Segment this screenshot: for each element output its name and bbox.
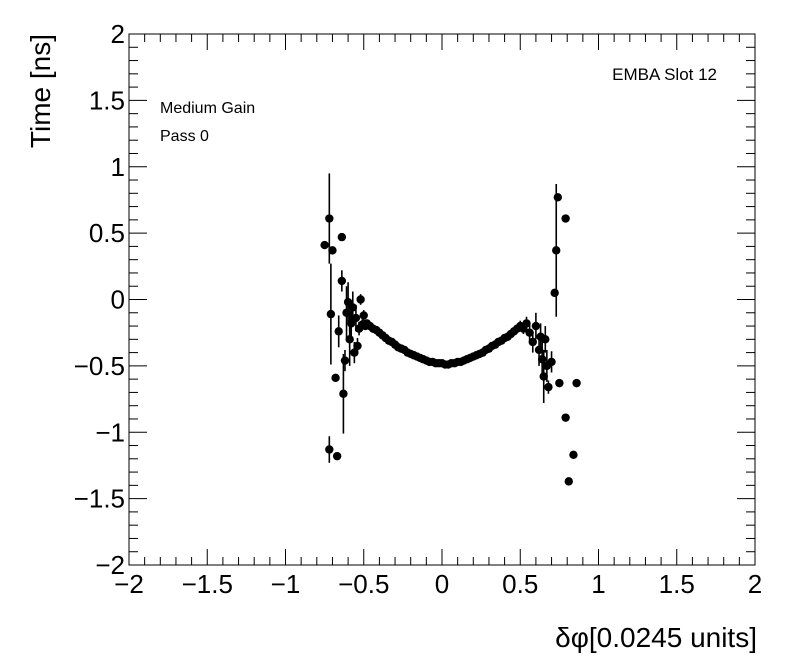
data-point: [339, 389, 348, 398]
x-tick-label: −1: [271, 569, 301, 599]
data-point: [331, 373, 340, 383]
x-axis-title: δφ[0.0245 units]: [555, 622, 757, 653]
data-point: [561, 413, 570, 422]
data-point: [337, 232, 347, 242]
data-point: [337, 276, 347, 286]
data-point: [356, 295, 365, 304]
y-tick-label: 2: [111, 19, 125, 49]
data-point: [328, 246, 337, 255]
y-tick-labels: −2 −1.5 −1 −0.5 0 0.5 1 1.5 2: [74, 19, 125, 580]
data-point: [561, 214, 570, 223]
y-tick-label: 0.5: [89, 218, 125, 248]
data-point: [359, 311, 368, 320]
data-point: [340, 356, 350, 365]
data-point: [345, 335, 354, 344]
data-point: [547, 357, 556, 367]
data-point: [534, 345, 544, 355]
annotation-gain-label: Medium Gain: [160, 100, 255, 117]
data-point: [334, 327, 343, 336]
data-point: [537, 355, 547, 364]
y-tick-label: −2: [95, 550, 125, 580]
data-point: [525, 328, 534, 337]
y-tick-label: 1: [111, 152, 125, 182]
data-point: [342, 308, 351, 317]
x-tick-label: −2: [114, 569, 144, 599]
data-point: [348, 303, 357, 312]
data-point: [325, 214, 334, 223]
x-tick-label: −1.5: [182, 569, 233, 599]
x-tick-label: 1.5: [659, 569, 695, 599]
data-point: [351, 313, 361, 323]
data-point: [544, 382, 553, 392]
x-tick-label: 0: [435, 569, 449, 599]
data-point: [550, 288, 559, 298]
data-point: [553, 193, 563, 202]
data-point: [555, 378, 564, 388]
data-point: [572, 378, 581, 388]
data-point: [353, 341, 362, 351]
data-point: [541, 335, 550, 344]
data-point: [564, 477, 573, 486]
data-point: [325, 445, 334, 454]
y-tick-label: −1: [95, 417, 125, 447]
data-point: [522, 319, 531, 328]
y-tick-label: 1.5: [89, 85, 125, 115]
annotation-pass-label: Pass 0: [160, 128, 209, 145]
x-tick-label: 2: [748, 569, 762, 599]
data-point: [332, 451, 342, 461]
data-point: [326, 309, 336, 319]
data-point: [531, 321, 541, 331]
data-point: [569, 450, 578, 460]
y-tick-label: 0: [111, 285, 125, 315]
data-markers: [320, 193, 581, 486]
data-point: [350, 348, 359, 357]
y-tick-label: −1.5: [74, 484, 125, 514]
data-point: [552, 246, 561, 255]
x-tick-label: 0.5: [502, 569, 538, 599]
data-point: [320, 240, 329, 250]
y-axis-title: Time [ns]: [25, 34, 56, 148]
y-tick-label: −0.5: [74, 351, 125, 381]
x-tick-labels: −2 −1.5 −1 −0.5 0 0.5 1 1.5 2: [114, 569, 762, 599]
annotation-slot-label: EMBA Slot 12: [612, 65, 717, 84]
data-point: [528, 337, 537, 347]
axis-ticks: [128, 33, 756, 566]
data-point: [539, 372, 548, 381]
x-tick-label: −0.5: [338, 569, 389, 599]
x-tick-label: 1: [591, 569, 605, 599]
